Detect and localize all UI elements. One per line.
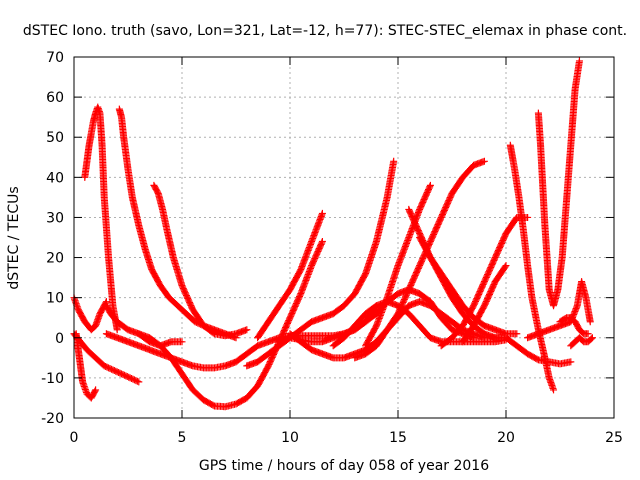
y-axis-label: dSTEC / TECUs	[6, 186, 22, 289]
data-point	[390, 157, 398, 165]
series-track	[329, 298, 510, 350]
y-tick-label: -10	[41, 371, 64, 387]
data-point	[575, 57, 583, 65]
series-track	[502, 334, 575, 368]
data-point	[584, 330, 592, 338]
x-tick-label: 25	[605, 430, 623, 446]
y-tick-label: -20	[41, 411, 64, 427]
series-track	[254, 209, 326, 342]
data-point	[550, 386, 558, 394]
series-track	[81, 103, 121, 334]
series-track	[459, 262, 510, 346]
series-track	[437, 213, 532, 350]
data-point	[133, 377, 141, 385]
x-axis-label: GPS time / hours of day 058 of year 2016	[199, 458, 489, 474]
data-point	[426, 181, 434, 189]
data-point	[178, 338, 186, 346]
data-point	[587, 335, 595, 343]
data-point	[113, 326, 121, 334]
series-track	[567, 334, 596, 350]
x-tick-label: 5	[178, 430, 187, 446]
data-point	[92, 386, 100, 394]
data-point	[513, 330, 521, 338]
data-point	[567, 358, 575, 366]
data-point	[318, 239, 326, 247]
series-track	[351, 157, 488, 362]
tick-labels: 0 5 10 15 20 25 -20 -10 0 10 20 30 40 50 60 70	[41, 50, 623, 446]
chart-title: dSTEC Iono. truth (savo, Lon=321, Lat=-1…	[23, 23, 627, 39]
x-tick-label: 10	[281, 430, 299, 446]
data-point	[243, 326, 251, 334]
axis-ticks	[73, 56, 615, 419]
y-tick-label: 70	[46, 50, 64, 66]
data-points	[70, 57, 596, 411]
data-point	[480, 157, 488, 165]
y-tick-label: 60	[46, 90, 64, 106]
series-track	[524, 278, 594, 342]
y-tick-label: 30	[46, 210, 64, 226]
series-track	[556, 314, 592, 338]
plot-frame	[73, 56, 615, 419]
x-tick-label: 15	[389, 430, 407, 446]
y-tick-label: 20	[46, 251, 64, 267]
y-tick-label: 0	[55, 331, 64, 347]
data-point	[502, 262, 510, 270]
x-tick-label: 20	[497, 430, 515, 446]
data-point	[426, 183, 434, 191]
data-point	[588, 334, 596, 342]
series-track	[534, 57, 583, 310]
y-tick-label: 50	[46, 130, 64, 146]
data-point	[318, 209, 326, 217]
y-tick-label: 10	[46, 291, 64, 307]
data-point	[135, 378, 143, 386]
data-point	[501, 263, 509, 271]
series-track	[150, 181, 251, 340]
series-track	[115, 105, 240, 342]
data-point	[524, 213, 532, 221]
series-track	[70, 330, 143, 386]
data-point	[586, 318, 594, 326]
data-point	[91, 387, 99, 395]
x-tick-label: 0	[70, 430, 79, 446]
series-track	[506, 141, 558, 394]
data-point	[318, 238, 326, 246]
y-tick-label: 40	[46, 170, 64, 186]
